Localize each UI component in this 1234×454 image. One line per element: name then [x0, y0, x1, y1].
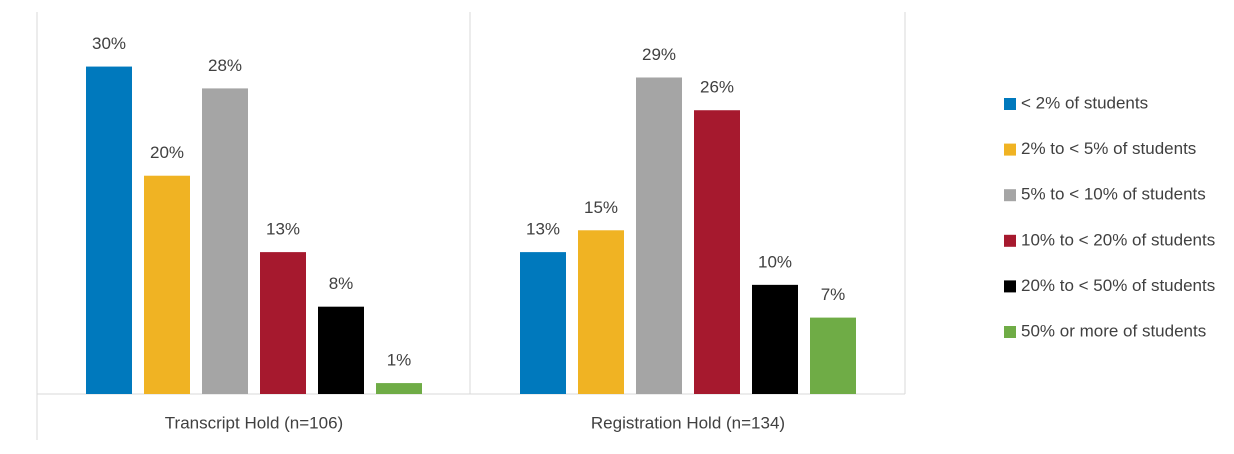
x-tick-label: Registration Hold (n=134)	[591, 413, 785, 432]
bar	[86, 66, 132, 395]
legend-label: 2% to < 5% of students	[1021, 139, 1196, 158]
data-label: 28%	[208, 56, 242, 75]
data-label: 15%	[584, 198, 618, 217]
legend-swatch	[1004, 98, 1016, 110]
data-label: 10%	[758, 252, 792, 271]
legend-label: 5% to < 10% of students	[1021, 185, 1206, 204]
bar	[520, 252, 566, 394]
data-label: 1%	[387, 351, 412, 370]
data-label: 20%	[150, 143, 184, 162]
data-label: 8%	[329, 274, 354, 293]
bar	[578, 230, 624, 394]
legend-swatch	[1004, 280, 1016, 293]
data-label: 7%	[821, 285, 846, 304]
legend-swatch	[1004, 234, 1016, 247]
bar	[810, 317, 856, 394]
legend-swatch	[1004, 326, 1016, 338]
bar	[202, 88, 248, 395]
legend-swatch	[1004, 189, 1016, 202]
data-label: 26%	[700, 78, 734, 97]
bar	[376, 383, 422, 394]
bar	[694, 110, 740, 394]
legend-swatch	[1004, 143, 1016, 156]
data-label: 13%	[526, 220, 560, 239]
x-tick-label: Transcript Hold (n=106)	[165, 413, 343, 432]
data-label: 13%	[266, 220, 300, 239]
legend-label: 50% or more of students	[1021, 321, 1206, 340]
bar	[636, 77, 682, 394]
legend-label: < 2% of students	[1021, 93, 1148, 112]
legend-label: 20% to < 50% of students	[1021, 276, 1215, 295]
data-label: 30%	[92, 34, 126, 53]
bar	[318, 306, 364, 394]
bar	[144, 175, 190, 394]
bar	[752, 284, 798, 394]
bar	[260, 252, 306, 394]
data-label: 29%	[642, 45, 676, 64]
legend-label: 10% to < 20% of students	[1021, 230, 1215, 249]
